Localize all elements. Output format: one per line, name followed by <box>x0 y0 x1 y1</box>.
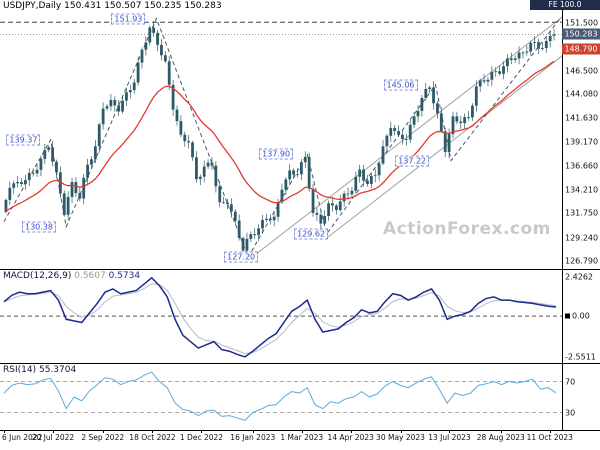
price-axis-label: 139.170 <box>565 137 599 147</box>
date-axis-label: 6 Jun 2022 <box>2 433 43 442</box>
price-annotation: 127.20 <box>224 251 259 263</box>
price-annotation: 130.38 <box>21 221 56 233</box>
price-annotation: 129.62 <box>294 228 329 240</box>
price-axis-label: 126.790 <box>565 256 599 266</box>
symbol-timeframe: USDJPY,Daily <box>3 1 62 11</box>
price-axis-label: 151.500 <box>565 18 599 28</box>
macd-panel[interactable] <box>0 269 600 364</box>
price-annotation: 145.06 <box>383 79 418 91</box>
price-axis-label: 129.240 <box>565 233 599 243</box>
x-axis-tick <box>400 430 402 433</box>
x-axis-tick <box>500 430 502 433</box>
date-axis-label: 20 Jul 2022 <box>31 433 75 442</box>
date-axis-label: 2 Sep 2022 <box>81 433 125 442</box>
date-axis-label: 14 Apr 2023 <box>327 433 374 442</box>
x-axis-tick <box>52 430 54 433</box>
x-axis-tick <box>350 430 352 433</box>
x-axis-tick <box>301 430 303 433</box>
date-axis-label: 1 Dec 2022 <box>179 433 224 442</box>
price-axis-label: 131.750 <box>565 208 599 218</box>
chart-title-bar: USDJPY,Daily 150.431 150.507 150.235 150… <box>3 1 222 11</box>
date-axis-label: 18 Oct 2022 <box>129 433 176 442</box>
price-annotation: 139.37 <box>6 134 41 146</box>
current-price-marker: 150.283 <box>562 28 600 40</box>
watermark: ActionForex.com <box>383 219 551 239</box>
x-axis-tick <box>252 430 254 433</box>
rsi-axis-label: 70 <box>565 377 576 386</box>
price-annotation: 137.22 <box>395 155 430 167</box>
price-panel[interactable] <box>0 13 600 270</box>
macd-name: MACD(12,26,9) <box>3 271 72 281</box>
price-axis-label: 141.630 <box>565 113 599 123</box>
x-axis-tick <box>102 430 104 433</box>
x-axis-tick <box>201 430 203 433</box>
price-axis-label: 134.210 <box>565 185 599 195</box>
x-axis-tick <box>152 430 154 433</box>
zero-marker <box>565 313 570 319</box>
date-axis-label: 16 Jan 2023 <box>230 433 276 442</box>
price-annotation: 137.90 <box>259 148 294 160</box>
x-axis-tick <box>549 430 551 433</box>
price-axis-label: 146.500 <box>565 66 599 76</box>
macd-signal-value: 0.5607 <box>74 271 106 281</box>
rsi-panel[interactable] <box>0 363 600 431</box>
date-axis-label: 13 Jul 2023 <box>428 433 471 442</box>
date-axis-label: 28 Aug 2023 <box>476 433 525 442</box>
macd-indicator-label: MACD(12,26,9) 0.5607 0.5734 <box>3 271 140 281</box>
ohlc-readout: 150.431 150.507 150.235 150.283 <box>64 1 222 11</box>
ma-price-marker: 148.790 <box>562 43 600 55</box>
date-axis-label: 1 Mar 2023 <box>280 433 324 442</box>
price-annotation: 151.93 <box>111 13 146 25</box>
price-axis-divider <box>562 0 563 430</box>
macd-axis-label: 2.4262 <box>565 272 593 282</box>
macd-zero-text: 0.00 <box>572 311 590 321</box>
rsi-value: 55.3704 <box>38 365 77 375</box>
price-axis-label: 136.660 <box>565 161 599 171</box>
macd-value: 0.5734 <box>108 271 141 281</box>
rsi-indicator-label: RSI(14) 55.3704 <box>3 365 76 375</box>
macd-zero-label: 0.00 <box>565 312 590 321</box>
rsi-name: RSI(14) <box>3 365 37 375</box>
rsi-axis-label: 30 <box>565 408 576 417</box>
date-axis-label: 30 May 2023 <box>376 433 425 442</box>
price-axis-label: 144.080 <box>565 89 599 99</box>
fib-extension-label: FE 100.0 <box>530 0 600 10</box>
x-axis-tick <box>449 430 451 433</box>
macd-axis-label: -2.5511 <box>565 352 596 362</box>
x-axis-tick <box>4 430 5 433</box>
date-axis-label: 11 Oct 2023 <box>526 433 573 442</box>
